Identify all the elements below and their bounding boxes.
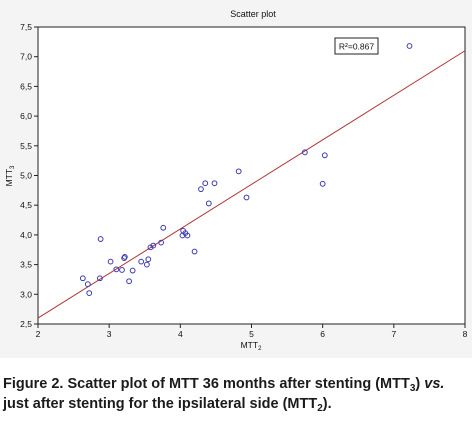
data-point (129, 267, 136, 274)
y-tick-label: 4,5 (20, 200, 32, 210)
data-point (321, 152, 328, 159)
data-point (243, 194, 250, 201)
data-point (119, 267, 125, 273)
x-tick-label: 6 (320, 329, 325, 339)
x-tick-label: 8 (463, 329, 468, 339)
y-tick-label: 7,0 (20, 52, 32, 62)
x-tick-label: 7 (391, 329, 396, 339)
data-point (160, 224, 167, 231)
chart-area: Scatter plot 2,5 3,0 3,5 4,0 4,5 5,0 5,5 6,0 6,5… (0, 0, 472, 358)
data-point (107, 258, 114, 265)
y-axis-label: MTT3 (4, 165, 16, 186)
data-point (138, 258, 145, 265)
y-tick-label: 3,5 (20, 260, 32, 270)
x-axis-label: MTT2 (241, 340, 262, 352)
y-tick-label: 2,5 (20, 319, 32, 329)
data-point (301, 149, 308, 156)
data-point (205, 200, 212, 207)
data-point (126, 278, 132, 285)
data-point (84, 281, 91, 288)
y-tick-label: 7,5 (20, 22, 32, 32)
data-point (147, 244, 154, 251)
y-tick-label: 3,0 (20, 289, 32, 299)
data-point (184, 232, 191, 239)
data-point (143, 261, 150, 268)
r2-label: R²=0.867 (339, 42, 374, 52)
plot-area (37, 26, 466, 325)
data-point (198, 186, 204, 193)
data-point (97, 275, 103, 282)
x-tick-label: 3 (107, 329, 112, 339)
data-point (145, 256, 152, 263)
r2-annotation-box: R²=0.867 (334, 37, 379, 55)
x-tick-label: 4 (178, 329, 183, 339)
data-point (97, 236, 104, 242)
scatter-plot: Scatter plot 2,5 3,0 3,5 4,0 4,5 5,0 5,5 6,0 6,5… (4, 9, 468, 352)
figure-caption: Figure 2. Scatter plot of MTT 36 months … (3, 376, 445, 414)
x-tick-label: 2 (36, 329, 41, 339)
y-tick-label: 4,0 (20, 230, 32, 240)
data-point (150, 242, 157, 249)
y-tick-label: 5,5 (20, 141, 32, 151)
data-point (319, 180, 326, 187)
data-point (235, 168, 242, 175)
data-point (121, 253, 128, 260)
data-point (113, 266, 120, 273)
y-tick-label: 6,0 (20, 111, 32, 121)
regression-line (37, 50, 466, 319)
data-point (406, 43, 413, 49)
y-tick-label: 6,5 (20, 81, 32, 91)
data-point (191, 248, 198, 255)
y-tick-label: 5,0 (20, 171, 32, 181)
x-tick-label: 5 (249, 329, 254, 339)
chart-title: Scatter plot (230, 9, 276, 19)
data-point (86, 290, 93, 297)
data-point (202, 180, 209, 187)
data-point (79, 275, 86, 282)
data-point (158, 239, 165, 246)
data-point (211, 180, 218, 187)
